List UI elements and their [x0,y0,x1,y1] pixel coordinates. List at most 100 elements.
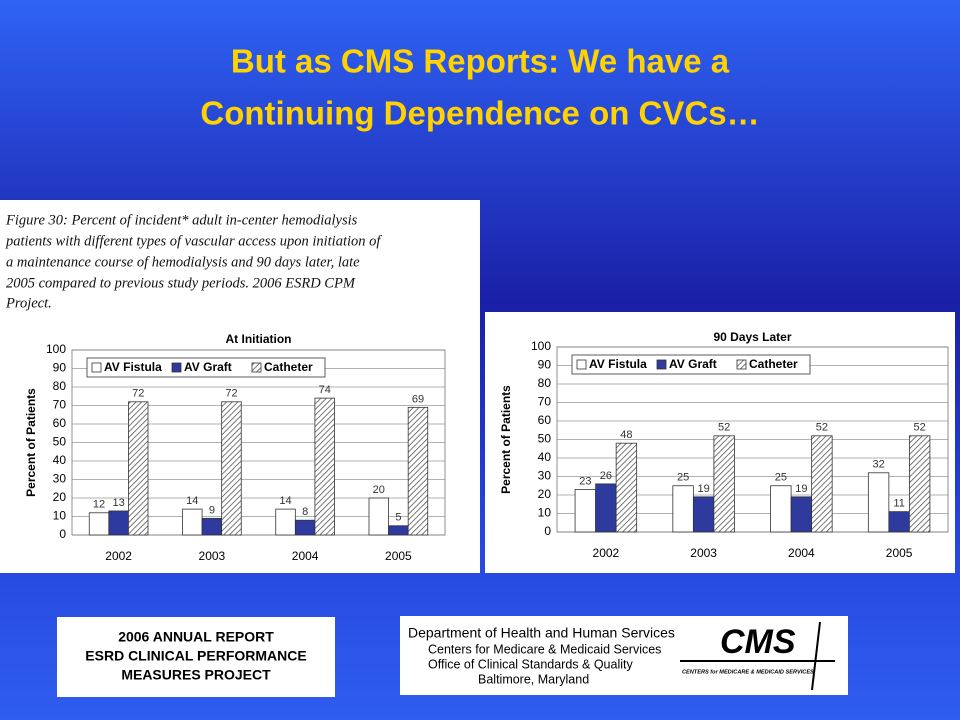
y-tick-label: 30 [53,472,67,486]
y-tick-label: 100 [531,339,551,353]
y-tick-label: 70 [53,398,67,412]
data-label: 72 [225,388,237,400]
report-box [57,617,335,697]
bar [811,435,833,533]
x-tick-label: 2005 [886,546,913,560]
plot-frame [556,346,949,533]
y-tick-label: 90 [538,358,552,372]
x-tick-label: 2002 [105,549,132,563]
data-label: 13 [113,497,125,509]
legend-label: Catheter [749,357,798,371]
data-label: 19 [698,483,710,495]
bar [615,442,638,533]
bar [692,496,715,533]
data-label: 14 [279,495,291,507]
y-tick-label: 90 [53,361,67,375]
legend-label: Catheter [264,360,313,374]
bar [368,497,389,536]
bar [672,485,694,533]
bar [201,517,223,536]
y-axis-label: Percent of Patients [499,385,513,494]
y-tick-label: 0 [544,524,551,538]
data-label: 23 [579,475,591,487]
data-label: 8 [302,506,308,518]
legend-box [571,354,811,375]
data-label: 52 [718,422,730,434]
hhs-text: Baltimore, Maryland [478,672,589,686]
data-label: 72 [132,388,144,400]
y-tick-label: 60 [538,413,552,427]
x-tick-label: 2003 [690,546,717,560]
bar [182,508,203,536]
legend-swatch [91,362,102,373]
y-tick-label: 30 [538,469,552,483]
data-label: 9 [209,504,215,516]
x-tick-label: 2003 [199,549,226,563]
hhs-text: Centers for Medicare & Medicaid Services [428,642,661,656]
bar [108,510,129,536]
cms-logo-sub: CENTERS for MEDICARE & MEDICAID SERVICES [682,669,814,675]
logo-rule [811,621,821,691]
legend-label: AV Graft [184,360,232,374]
bar [314,397,335,536]
data-label: 25 [775,472,787,484]
plot-frame [71,349,446,536]
caption: 2005 compared to previous study periods.… [6,275,356,291]
y-tick-label: 20 [53,490,67,504]
y-tick-label: 0 [59,527,66,541]
hhs-text: Office of Clinical Standards & Quality [428,657,633,671]
data-label: 74 [319,384,331,396]
bar [388,525,409,536]
y-tick-label: 10 [538,506,552,520]
bar [867,472,890,533]
data-label: 11 [893,498,904,510]
report-text: ESRD CLINICAL PERFORMANCE [85,648,306,664]
bar [294,519,316,536]
data-label: 52 [914,422,926,434]
y-tick-label: 50 [538,432,552,446]
hhs-text: Department of Health and Human Services [408,625,675,641]
bar [713,435,735,533]
x-tick-label: 2004 [292,549,319,563]
bar [888,511,910,533]
x-tick-label: 2002 [593,546,620,560]
hhs-box [400,616,848,695]
cms-logo: CMS [720,623,796,661]
data-label: 26 [600,470,612,482]
caption: Figure 30: Percent of incident* adult in… [5,212,358,228]
y-tick-label: 100 [46,342,66,356]
y-tick-label: 40 [538,450,552,464]
bar [908,435,931,533]
data-label: 19 [795,483,807,495]
y-tick-label: 20 [538,487,552,501]
data-label: 20 [373,484,385,496]
bar [88,512,110,536]
caption: patients with different types of vascula… [5,233,382,249]
bar [128,401,149,536]
slide-title: Continuing Dependence on CVCs… [200,95,759,132]
data-label: 14 [186,495,198,507]
chart-title: At Initiation [226,332,292,346]
y-tick-label: 80 [538,376,552,390]
data-label: 48 [620,429,632,441]
legend-swatch [251,362,262,373]
chart-title: 90 Days Later [713,330,791,344]
data-label: 12 [93,499,105,511]
bar [595,483,617,533]
y-tick-label: 80 [53,379,67,393]
y-tick-label: 40 [53,453,67,467]
legend-swatch [656,359,667,370]
y-tick-label: 60 [53,416,67,430]
bar [574,489,597,533]
legend-swatch [576,359,587,370]
bar [221,401,242,536]
data-label: 25 [677,472,689,484]
bar [275,508,296,536]
legend-label: AV Fistula [589,357,647,371]
data-label: 5 [395,512,401,524]
y-tick-label: 70 [538,395,552,409]
caption: Project. [5,295,52,311]
caption: a maintenance course of hemodialysis and… [6,254,360,270]
y-tick-label: 10 [53,509,67,523]
